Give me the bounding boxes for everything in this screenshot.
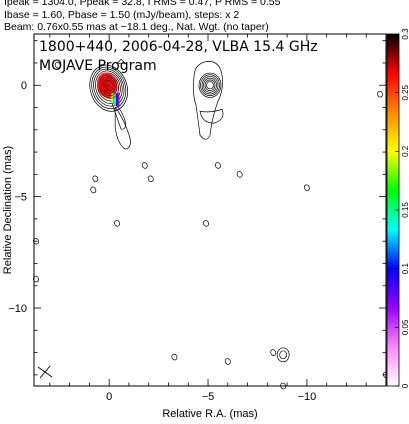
- isolated-contour: [214, 162, 221, 169]
- y-axis-label: Relative Declination (mas): [2, 146, 14, 274]
- isolated-contour: [114, 220, 121, 227]
- isolated-contour: [279, 350, 288, 360]
- header-line-3: Beam: 0.76x0.55 mas at −18.1 deg., Nat. …: [4, 21, 269, 33]
- polarization-wedge: [114, 93, 117, 106]
- isolated-contour: [92, 175, 99, 183]
- jet-outer-contour: [193, 60, 223, 140]
- chart-title: 1800+440, 2006-04-28, VLBA 15.4 GHz: [39, 39, 318, 55]
- polarization-wedge: [112, 93, 115, 105]
- isolated-contour: [224, 358, 231, 365]
- header-line-2: Ibase = 1.60, Pbase = 1.50 (mJy/beam), s…: [4, 9, 240, 21]
- colorbar-tick-label: 0.25: [401, 84, 409, 100]
- contour-group: [33, 58, 389, 390]
- isolated-contour: [377, 90, 384, 98]
- plot-frame: [33, 33, 387, 387]
- isolated-contour: [270, 349, 277, 356]
- isolated-contour: [33, 275, 39, 283]
- isolated-contour: [147, 175, 154, 183]
- jet-contour: [206, 81, 214, 90]
- jet-contour: [204, 79, 216, 91]
- jet-contour: [198, 72, 222, 98]
- isolated-contour: [33, 237, 39, 245]
- isolated-contour: [303, 184, 310, 191]
- polarization-wedge: [115, 93, 118, 107]
- isolated-contour: [276, 347, 290, 363]
- jet-contour: [200, 74, 220, 97]
- core-contour: [93, 68, 125, 107]
- y-tick-label: −10: [8, 303, 27, 315]
- jet-contour: [203, 77, 217, 93]
- isolated-contour: [141, 162, 148, 169]
- core-inner-contour: [104, 80, 114, 91]
- core-inner-contour: [100, 76, 118, 97]
- colorbar-tick-label: 0: [401, 383, 409, 388]
- x-tick-label: 0: [106, 391, 112, 403]
- core-contour: [89, 64, 128, 112]
- isolated-contour: [236, 171, 243, 178]
- colorbar-tick-label: 0.15: [401, 202, 409, 218]
- jet-contour: [201, 76, 219, 95]
- core-top-contour: [116, 58, 126, 64]
- polarization-wedge: [117, 93, 120, 108]
- isolated-contour: [171, 353, 178, 361]
- colorbar-tick-label: 0.05: [401, 319, 409, 335]
- isolated-contour: [90, 186, 97, 194]
- beam-marker: [39, 365, 51, 379]
- core-inner-contour: [102, 78, 116, 94]
- isolated-contour: [280, 382, 287, 390]
- colorbar-tick-label: 0.2: [401, 145, 409, 157]
- isolated-contour: [203, 220, 209, 227]
- x-tick-label: −10: [298, 391, 317, 403]
- polarization-fill: [96, 72, 118, 99]
- header-line-1: Ipeak = 1304.0, Ppeak = 32.8, I RMS = 0.…: [4, 0, 281, 8]
- colorbar-tick-label: 0.3: [401, 28, 409, 40]
- x-axis-label: Relative R.A. (mas): [162, 408, 257, 420]
- y-tick-label: 0: [21, 80, 27, 92]
- jet-lower-contour: [199, 108, 224, 124]
- core-tail-contour: [114, 106, 131, 150]
- colorbar-tick-label: 0.1: [401, 263, 409, 275]
- chart-subtitle: MOJAVE Program: [39, 58, 157, 74]
- core-inner-contour: [98, 74, 119, 99]
- y-tick-label: −5: [14, 192, 27, 204]
- isolated-contour: [54, 61, 61, 69]
- x-tick-label: −5: [202, 391, 215, 403]
